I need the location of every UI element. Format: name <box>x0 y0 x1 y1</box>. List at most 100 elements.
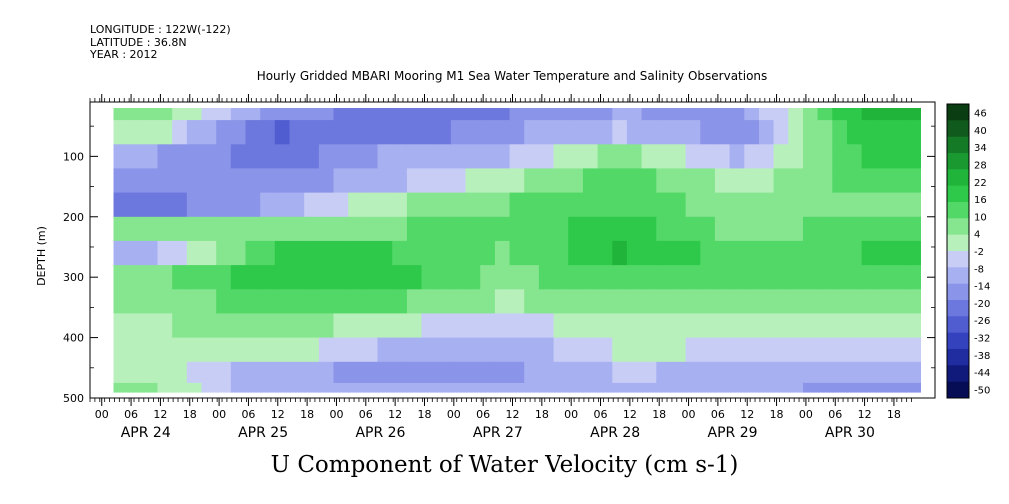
colorbar-swatch <box>947 218 969 236</box>
heatmap-cell <box>333 120 349 145</box>
heatmap-cell <box>216 120 232 145</box>
heatmap-cell <box>362 337 379 363</box>
heatmap-cell <box>186 240 203 266</box>
heatmap-cell <box>803 313 819 339</box>
heatmap-cell <box>788 337 804 363</box>
heatmap-cell <box>465 313 481 339</box>
heatmap-cell <box>142 120 159 145</box>
heatmap-cell <box>641 108 657 121</box>
colorbar-label: 28 <box>974 161 987 172</box>
heatmap-cell <box>157 313 173 339</box>
heatmap-cell <box>597 168 613 194</box>
heatmap-cell <box>436 265 452 290</box>
heatmap-cell <box>597 337 613 363</box>
colorbar-label: 46 <box>974 109 987 120</box>
heatmap-cell <box>186 168 203 194</box>
heatmap-cell <box>524 108 540 121</box>
heatmap-cell <box>113 361 129 384</box>
heatmap-cell <box>333 108 349 121</box>
heatmap-cell <box>362 216 379 242</box>
colorbar-label: 40 <box>974 126 987 137</box>
heatmap-cell <box>230 382 247 393</box>
heatmap-cell <box>612 168 628 194</box>
heatmap-cell <box>450 382 467 393</box>
heatmap-cell <box>216 192 232 218</box>
heatmap-cell <box>304 168 320 194</box>
heatmap-cell <box>685 216 701 242</box>
heatmap-cell <box>494 289 511 315</box>
heatmap-cell <box>436 361 452 384</box>
heatmap-cell <box>803 265 819 290</box>
heatmap-cell <box>817 337 833 363</box>
heatmap-cell <box>157 216 173 242</box>
heatmap-cell <box>626 337 643 363</box>
heatmap-cell <box>817 240 833 266</box>
heatmap-cell <box>113 240 129 266</box>
heatmap-cell <box>553 108 569 121</box>
heatmap-cell <box>450 216 467 242</box>
x-tick-label: 18 <box>887 408 901 421</box>
heatmap-cell <box>362 240 379 266</box>
heatmap-cell <box>861 265 877 290</box>
heatmap-cell <box>861 216 877 242</box>
heatmap-cell <box>216 382 232 393</box>
colorbar-swatch <box>947 202 969 219</box>
heatmap-cell <box>788 289 804 315</box>
heatmap-cell <box>436 120 452 145</box>
heatmap-cell <box>685 337 701 363</box>
heatmap-cell <box>421 216 437 242</box>
x-tick-label: 06 <box>124 408 138 421</box>
heatmap-cell <box>333 192 349 218</box>
heatmap-cell <box>494 337 511 363</box>
heatmap-cell <box>832 313 848 339</box>
heatmap-cell <box>480 289 496 315</box>
colorbar-label: 4 <box>974 230 980 241</box>
heatmap-cell <box>230 361 247 384</box>
colorbar-label: -2 <box>974 247 984 258</box>
heatmap-cell <box>803 192 819 218</box>
heatmap-cell <box>113 337 129 363</box>
heatmap-cell <box>744 240 760 266</box>
heatmap-cell <box>450 240 467 266</box>
heatmap-cell <box>685 240 701 266</box>
x-day-label: APR 28 <box>590 425 640 441</box>
heatmap-cell <box>289 120 305 145</box>
heatmap-cell <box>142 337 159 363</box>
heatmap-cell <box>333 265 349 290</box>
heatmap-cell <box>450 313 467 339</box>
heatmap-cell <box>626 240 643 266</box>
heatmap-cell <box>700 361 716 384</box>
heatmap-cell <box>685 108 701 121</box>
heatmap-cell <box>905 120 921 145</box>
heatmap-cell <box>186 313 203 339</box>
x-tick-label: 12 <box>506 408 520 421</box>
heatmap-cell <box>157 382 173 393</box>
heatmap-cell <box>670 192 687 218</box>
heatmap-cell <box>685 313 701 339</box>
x-day-label: APR 26 <box>355 425 405 441</box>
x-tick-label: 00 <box>212 408 226 421</box>
heatmap-cell <box>157 144 173 170</box>
x-day-label: APR 30 <box>825 425 875 441</box>
heatmap-cell <box>744 361 760 384</box>
heatmap-cell <box>509 108 525 121</box>
heatmap-cell <box>436 240 452 266</box>
colorbar-swatch <box>947 169 969 187</box>
heatmap-cell <box>538 361 555 384</box>
heatmap-cell <box>392 120 408 145</box>
heatmap-cell <box>847 382 863 393</box>
heatmap-cell <box>406 382 423 393</box>
heatmap-cell <box>406 144 423 170</box>
x-tick-label: 06 <box>476 408 490 421</box>
heatmap-cell <box>538 192 555 218</box>
heatmap-cell <box>186 216 203 242</box>
heatmap-cell <box>494 361 511 384</box>
heatmap-cell <box>377 361 393 384</box>
heatmap-cell <box>128 240 144 266</box>
heatmap-cell <box>494 108 511 121</box>
heatmap-cell <box>333 313 349 339</box>
heatmap-cell <box>362 265 379 290</box>
heatmap-cell <box>186 337 203 363</box>
heatmap-cell <box>803 144 819 170</box>
heatmap-cell <box>406 337 423 363</box>
